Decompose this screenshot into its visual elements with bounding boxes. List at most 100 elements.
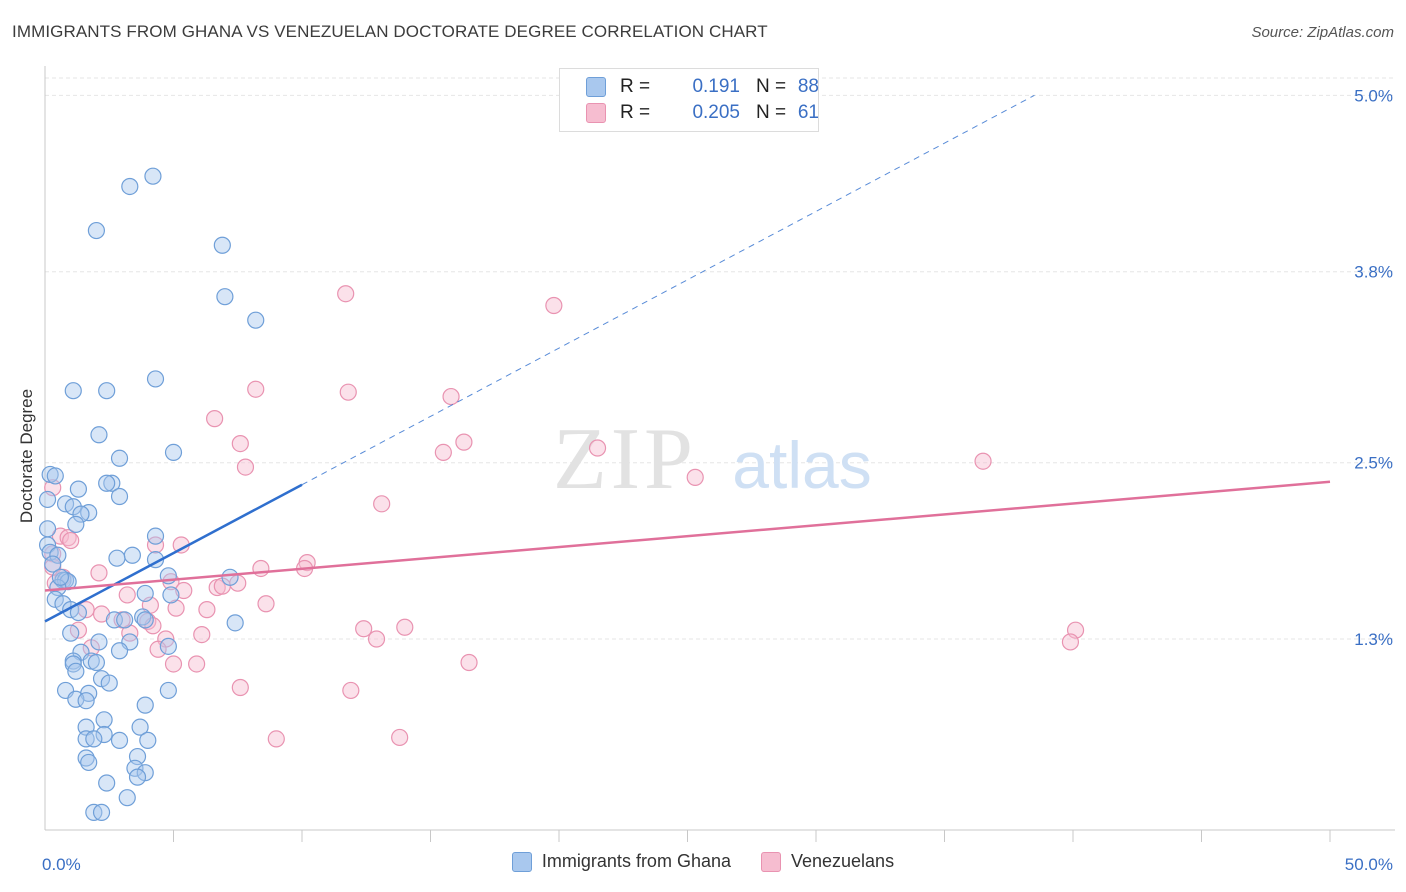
ghana-point	[80, 753, 98, 772]
n-value-venezuelans: 61	[797, 102, 819, 123]
venezuelans-point	[1061, 633, 1080, 651]
ghana-point	[131, 718, 149, 736]
n-label: N =	[756, 102, 787, 123]
venezuelans-point	[442, 387, 460, 406]
venezuelans-point	[231, 434, 249, 453]
ghana-point	[103, 474, 121, 492]
venezuelans-point	[62, 531, 80, 550]
ghana-point	[146, 370, 165, 388]
ghana-point	[90, 633, 108, 651]
ghana-point	[226, 614, 244, 632]
venezuelans-point	[434, 443, 452, 462]
ghana-point	[144, 167, 162, 185]
chart-title: IMMIGRANTS FROM GHANA VS VENEZUELAN DOCT…	[12, 22, 768, 41]
venezuelans-point	[455, 433, 473, 451]
venezuelans-point	[252, 559, 270, 578]
ghana-point	[51, 568, 70, 586]
stats-legend: R = 0.191 N = 88 R = 0.205 N = 61	[559, 68, 819, 132]
venezuelans-swatch	[586, 103, 606, 123]
ghana-point	[92, 803, 111, 821]
venezuelans-point	[339, 383, 357, 401]
ghana-point	[136, 696, 154, 714]
venezuelans-point	[198, 601, 216, 619]
venezuelans-points	[44, 285, 1085, 748]
venezuelans-point	[974, 452, 992, 470]
ghana-point	[134, 608, 152, 626]
ghana-point	[123, 546, 141, 564]
venezuelans-point	[460, 653, 478, 672]
ghana-point	[77, 692, 95, 710]
r-label: R =	[620, 102, 651, 123]
ghana-points	[38, 167, 265, 821]
venezuelans-point	[121, 624, 139, 642]
watermark-atlas: atlas	[732, 428, 871, 502]
venezuelans-point	[396, 618, 414, 636]
venezuelans-point	[337, 285, 355, 303]
ghana-point	[136, 611, 154, 629]
ghana-point	[159, 637, 177, 655]
legend-item-ghana[interactable]: Immigrants from Ghana	[511, 851, 731, 872]
venezuelans-point	[164, 655, 183, 673]
ghana-point	[90, 426, 108, 444]
source-credit: Source: ZipAtlas.com	[1251, 24, 1394, 41]
venezuelans-point	[206, 410, 224, 428]
ghana-point	[136, 584, 154, 603]
venezuelans-point	[118, 586, 136, 604]
venezuelans-point	[236, 458, 255, 476]
ghana-point	[62, 624, 80, 642]
venezuelans-point	[193, 625, 211, 644]
ghana-point	[98, 774, 116, 792]
r-value-ghana: 0.191	[692, 76, 740, 97]
y-tick-label: 2.5%	[1354, 454, 1393, 473]
ghana-point	[139, 731, 157, 749]
venezuelans-point	[355, 620, 373, 638]
ghana-point	[110, 642, 129, 660]
ghana-legend-swatch	[511, 851, 532, 872]
ghana-point	[69, 480, 88, 498]
ghana-point	[221, 568, 239, 586]
ghana-point	[95, 711, 113, 729]
ghana-point	[146, 527, 165, 545]
venezuelans-point	[391, 728, 409, 747]
series-legend: Immigrants from Ghana Venezuelans	[0, 851, 1406, 872]
venezuelans-point	[146, 536, 165, 554]
venezuelans-point	[588, 439, 607, 457]
ghana-point	[67, 515, 85, 534]
ghana-point	[64, 382, 82, 400]
ghana-point	[72, 505, 90, 523]
legend-item-venezuelans[interactable]: Venezuelans	[760, 851, 894, 872]
venezuelans-trend-line	[44, 480, 1331, 592]
ghana-point	[110, 487, 129, 506]
ghana-point	[121, 177, 139, 196]
ghana-point	[159, 681, 177, 700]
ghana-point	[110, 449, 129, 467]
venezuelans-point	[545, 296, 563, 315]
ghana-point	[38, 490, 57, 509]
n-label: N =	[756, 76, 787, 97]
ghana-point	[247, 311, 265, 329]
venezuelans-legend-swatch	[760, 851, 781, 872]
r-label: R =	[620, 76, 651, 97]
tick-labels: 1.3% 2.5% 3.8% 5.0% 0.0% 50.0%	[42, 86, 1393, 874]
ghana-point	[87, 221, 106, 240]
venezuelans-point	[367, 630, 386, 648]
ghana-point	[213, 236, 231, 254]
venezuelans-point	[90, 564, 108, 582]
y-tick-label: 1.3%	[1354, 630, 1393, 649]
ghana-point	[164, 443, 183, 462]
venezuelans-point	[231, 678, 249, 697]
gridlines	[45, 77, 1395, 640]
ghana-point	[110, 731, 129, 749]
ghana-point	[87, 653, 106, 672]
ghana-point	[128, 768, 147, 786]
ghana-point	[49, 546, 67, 564]
watermark: ZIP atlas	[553, 411, 872, 508]
venezuelans-point	[342, 681, 360, 700]
ghana-point	[100, 674, 118, 692]
ghana-point	[162, 586, 180, 604]
ghana-point	[216, 288, 234, 306]
venezuelans-point	[167, 599, 185, 617]
venezuelans-point	[267, 730, 285, 748]
venezuelans-point	[247, 380, 265, 398]
venezuelans-point	[686, 468, 704, 486]
